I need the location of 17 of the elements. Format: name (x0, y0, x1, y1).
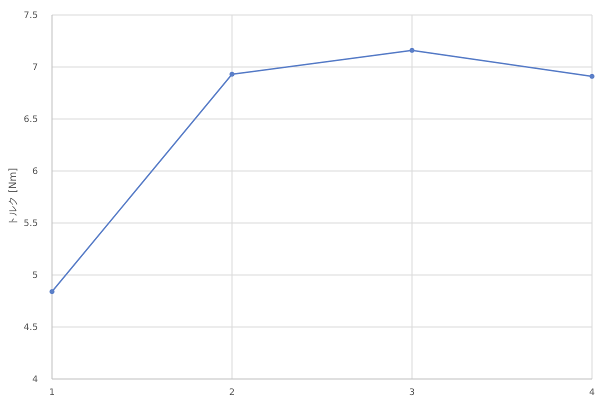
y-tick-label: 6.5 (24, 115, 38, 125)
y-tick-label: 7 (32, 63, 38, 73)
point (230, 72, 234, 77)
y-axis-title: トルク [Nm] (8, 168, 19, 226)
x-tick-label: 2 (229, 388, 235, 398)
point (50, 289, 54, 294)
point (590, 74, 594, 79)
x-tick-label: 1 (49, 388, 55, 398)
y-tick-label: 5.5 (24, 219, 38, 229)
y-tick-label: 4 (32, 375, 38, 385)
y-tick-label: 7.5 (24, 11, 38, 21)
x-tick-label: 3 (409, 388, 415, 398)
y-tick-label: 4.5 (24, 323, 38, 333)
point (410, 48, 414, 53)
x-tick-label: 4 (589, 388, 596, 398)
y-tick-label: 5 (32, 271, 38, 281)
y-tick-label: 6 (32, 167, 38, 177)
